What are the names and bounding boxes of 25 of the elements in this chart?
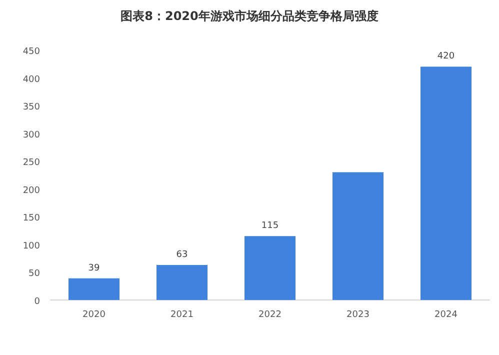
y-tick-label: 100: [22, 241, 40, 252]
x-tick-label: 2020: [82, 310, 106, 320]
x-tick-label: 2024: [434, 310, 458, 320]
bar: [332, 172, 384, 300]
bar: [156, 265, 208, 300]
x-tick-label: 2022: [258, 310, 282, 320]
bar: [68, 278, 120, 300]
y-tick-label: 150: [22, 214, 40, 224]
bar: [420, 66, 472, 300]
x-tick-label: 2023: [346, 310, 370, 320]
x-tick-label: 2021: [170, 310, 194, 320]
y-tick-label: 0: [34, 297, 40, 307]
data-label: 420: [437, 52, 455, 62]
y-tick-label: 300: [22, 130, 40, 140]
data-label: 63: [176, 250, 188, 260]
data-label: 115: [261, 221, 279, 232]
data-label: 39: [88, 263, 100, 274]
y-tick-label: 450: [22, 47, 40, 57]
y-tick-label: 400: [22, 74, 40, 85]
y-tick-label: 250: [22, 158, 40, 168]
y-tick-label: 350: [22, 102, 40, 113]
y-tick-label: 200: [22, 186, 40, 196]
y-tick-label: 50: [28, 269, 40, 280]
chart-title: 图表8：2020年游戏市场细分品类竞争格局强度: [120, 9, 378, 23]
bar: [244, 236, 296, 300]
